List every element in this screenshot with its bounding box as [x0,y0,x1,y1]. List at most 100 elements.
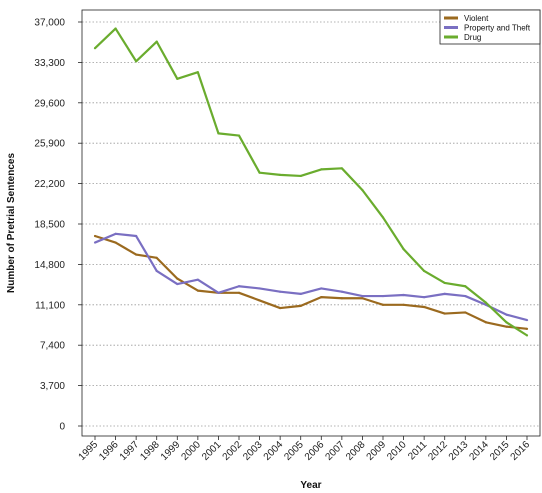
data-point [176,282,179,286]
data-point [299,304,302,307]
data-point [525,318,529,322]
data-point [381,303,385,306]
data-point [505,321,508,324]
data-point [340,290,343,293]
data-point [402,303,405,306]
data-point [361,297,364,300]
y-tick-label: 33,300 [34,58,65,69]
data-point [258,287,261,290]
data-point [423,305,426,309]
legend-label: Drug [464,33,481,42]
data-point [279,306,282,310]
data-point [340,167,343,170]
x-tick-label: 2009 [365,439,389,463]
x-tick-label: 2013 [447,439,471,463]
y-tick-label: 7,400 [40,341,65,352]
data-point [258,299,261,302]
data-point [320,168,323,171]
x-tick-label: 2006 [303,439,327,463]
x-tick-label: 2008 [344,439,368,463]
data-point [320,287,323,290]
data-point [340,297,343,300]
data-point [320,296,323,299]
y-tick-label: 18,500 [34,220,65,231]
data-point [505,313,508,316]
data-point [484,321,487,324]
data-point [443,312,446,315]
data-point [176,77,179,80]
data-point [155,40,158,43]
data-point [237,134,241,137]
data-point [237,291,241,294]
y-tick-label: 11,100 [35,300,65,311]
data-point [93,241,97,244]
data-point [279,290,282,293]
x-tick-label: 2007 [323,439,347,463]
data-point [155,269,158,273]
data-point [93,47,97,50]
data-point [464,285,467,288]
y-tick-label: 0 [59,422,65,433]
data-point [196,289,199,292]
x-tick-label: 2015 [488,439,512,463]
data-point [217,291,220,294]
y-tick-label: 29,600 [34,98,65,109]
x-tick-label: 1998 [138,439,162,463]
data-point [176,277,179,280]
data-point [135,234,138,238]
series-line-2 [94,27,528,337]
x-tick-label: 1997 [118,439,142,463]
plot-frame [81,9,541,437]
x-tick-label: 2003 [241,439,265,463]
legend-label: Property and Theft [464,23,531,32]
data-point [299,292,302,295]
data-point [114,241,117,244]
data-point [505,325,508,328]
data-point [464,311,467,314]
x-tick-label: 2001 [200,439,224,463]
data-point [361,189,364,192]
x-tick-label: 2010 [385,439,409,463]
series-line-1 [94,232,528,322]
data-point [196,278,199,281]
axes: 0 3,700 7,400 11,100 14,800 18,500 22,200 25,90… [34,9,541,463]
data-point [423,269,426,273]
data-point [135,253,138,256]
data-point [402,248,405,251]
x-tick-label: 2011 [406,439,429,462]
data-point [423,296,426,299]
x-tick-label: 1996 [97,439,121,463]
x-axis-title: Year [300,480,321,491]
x-tick-label: 2005 [282,439,306,463]
data-point [114,232,117,235]
data-point [525,327,529,330]
x-tick-label: 1995 [77,439,101,463]
x-tick-label: 2016 [509,439,533,463]
data-point [135,60,138,63]
x-tick-label: 2014 [467,439,491,463]
x-tick-label: 1999 [159,439,183,463]
y-tick-label: 25,900 [34,139,65,150]
data-point [114,27,117,30]
data-point [237,285,241,288]
data-point [484,301,487,304]
x-tick-label: 2004 [262,439,286,463]
y-tick-label: 14,800 [34,260,65,271]
x-tick-label: 2000 [179,439,203,463]
data-point [443,281,446,285]
series-line-0 [94,234,528,330]
data-point [443,292,446,295]
y-tick-label: 22,200 [34,179,65,190]
data-point [93,234,97,238]
legend-label: Violent [464,14,489,23]
data-point [196,71,199,74]
x-tick-label: 2002 [221,439,245,463]
series-lines [93,27,529,337]
gridlines [82,21,540,427]
y-tick-label: 3,700 [40,381,65,392]
data-point [279,173,282,176]
data-point [361,294,364,298]
